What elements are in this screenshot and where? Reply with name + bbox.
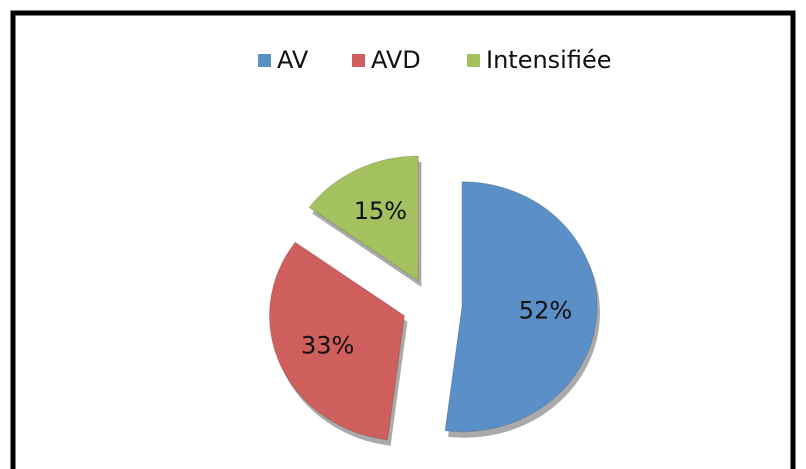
legend-swatch [467,54,480,67]
legend-swatch [258,54,271,67]
pie-slice [268,241,406,441]
data-label: 52% [519,297,572,325]
data-label: 15% [354,197,407,225]
legend-label: AV [277,46,309,74]
legend-label: Intensifiée [486,46,612,74]
data-label: 33% [301,332,354,360]
legend-label: AVD [371,46,421,74]
pie-slice [444,181,598,433]
pie-slice [308,155,419,282]
legend-swatch [352,54,365,67]
